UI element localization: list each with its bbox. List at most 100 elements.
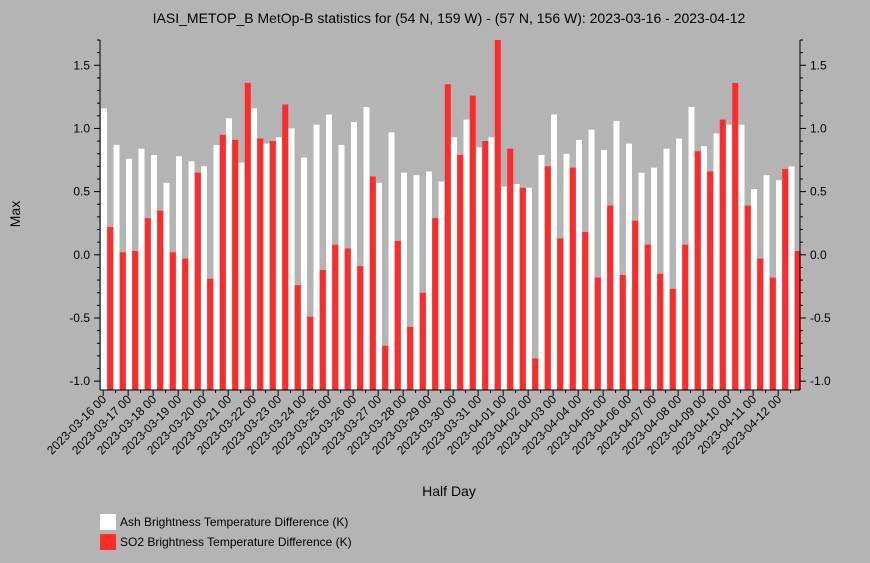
- bar-so2: [157, 210, 164, 390]
- bar-so2: [619, 275, 626, 390]
- bar-so2: [394, 240, 401, 390]
- y-tick-label-right: -0.5: [810, 311, 831, 325]
- bar-so2: [419, 292, 426, 390]
- bar-so2: [194, 172, 201, 390]
- bar-ash: [326, 114, 332, 391]
- bar-so2: [132, 251, 139, 390]
- bar-so2: [207, 278, 214, 390]
- bar-ash: [376, 182, 382, 390]
- y-tick-label-left: -0.5: [69, 311, 90, 325]
- bar-so2: [219, 134, 226, 390]
- bar-ash: [413, 175, 420, 390]
- bar-so2: [232, 139, 239, 390]
- bar-so2: [519, 187, 526, 390]
- bar-ash: [626, 143, 632, 390]
- y-tick-label-left: 1.5: [73, 58, 90, 72]
- axes-layer: -1.0 -1.0 -0.5 -0.5 0.0 0.0 0.5 0.5 1.0 1.0 1.5 1.5…: [44, 39, 831, 457]
- bar-ash: [426, 171, 432, 390]
- bar-ash: [238, 162, 245, 390]
- bar-so2: [669, 288, 676, 390]
- bar-so2: [257, 138, 264, 390]
- bar-so2: [319, 269, 326, 390]
- bar-so2: [544, 166, 551, 390]
- bar-so2: [657, 273, 664, 390]
- bar-so2: [557, 238, 564, 390]
- bar-ash: [401, 172, 407, 390]
- bar-so2: [107, 227, 114, 390]
- bar-ash: [176, 156, 182, 390]
- bar-so2: [144, 218, 151, 390]
- bar-ash: [438, 181, 445, 390]
- bar-ash: [476, 147, 482, 390]
- bar-ash: [388, 132, 395, 391]
- bar-ash: [288, 128, 295, 390]
- bar-ash: [601, 149, 607, 390]
- bar-ash: [226, 118, 232, 390]
- y-axis-label: Max: [7, 201, 23, 227]
- bar-ash: [538, 154, 545, 390]
- legend-label-so2: SO2 Brightness Temperature Difference (K…: [120, 535, 352, 549]
- bar-ash: [151, 154, 157, 390]
- bar-so2: [532, 358, 539, 390]
- x-axis-label: Half Day: [422, 483, 476, 499]
- bar-so2: [594, 277, 601, 390]
- bar-ash: [263, 143, 270, 390]
- bar-ash: [688, 106, 695, 390]
- bar-ash: [351, 122, 357, 390]
- legend-label-ash: Ash Brightness Temperature Difference (K…: [120, 515, 349, 529]
- bar-so2: [707, 171, 714, 390]
- legend-item-so2: SO2 Brightness Temperature Difference (K…: [100, 532, 352, 552]
- y-tick-label-right: 0.0: [810, 248, 827, 262]
- bar-so2: [169, 252, 176, 390]
- bar-ash: [313, 124, 320, 390]
- bar-ash: [763, 175, 770, 390]
- bar-ash: [276, 137, 282, 390]
- bar-so2: [757, 258, 764, 390]
- bar-ash: [751, 189, 757, 390]
- bar-so2: [507, 148, 514, 390]
- y-tick-label-right: -1.0: [810, 374, 831, 388]
- bar-so2: [769, 277, 776, 390]
- bar-so2: [244, 82, 251, 391]
- bar-ash: [651, 167, 657, 390]
- bar-ash: [738, 124, 745, 390]
- bar-ash: [526, 187, 532, 390]
- bar-ash: [501, 186, 507, 390]
- bar-ash: [201, 166, 207, 390]
- bar-ash: [713, 133, 720, 390]
- y-tick-label-left: 0.0: [73, 248, 90, 262]
- legend-swatch-so2: [100, 534, 116, 550]
- bar-ash: [163, 182, 170, 390]
- bar-so2: [282, 104, 289, 390]
- bar-so2: [632, 220, 639, 390]
- bar-ash: [701, 146, 707, 390]
- bar-ash: [776, 180, 782, 390]
- y-tick-label-left: 0.5: [73, 185, 90, 199]
- bar-so2: [457, 154, 464, 390]
- bar-so2: [432, 218, 439, 390]
- bar-so2: [307, 316, 314, 390]
- bar-so2: [744, 205, 751, 390]
- y-tick-label-right: 1.5: [810, 58, 827, 72]
- bar-so2: [682, 244, 689, 390]
- bar-ash: [588, 129, 595, 390]
- bar-so2: [719, 119, 726, 390]
- bar-ash: [113, 144, 120, 390]
- bar-so2: [269, 141, 276, 390]
- bar-so2: [469, 95, 476, 390]
- bar-ash: [213, 144, 220, 390]
- bar-so2: [294, 285, 301, 390]
- bar-so2: [407, 326, 414, 390]
- y-tick-label-left: 1.0: [73, 121, 90, 135]
- bar-ash: [363, 106, 370, 390]
- y-tick-label-right: 1.0: [810, 121, 827, 135]
- bar-ash: [788, 166, 795, 390]
- bar-ash: [663, 148, 670, 390]
- bar-so2: [382, 345, 389, 390]
- bar-so2: [444, 84, 451, 390]
- bar-so2: [782, 168, 789, 390]
- bar-ash: [488, 137, 495, 390]
- bar-so2: [357, 266, 364, 390]
